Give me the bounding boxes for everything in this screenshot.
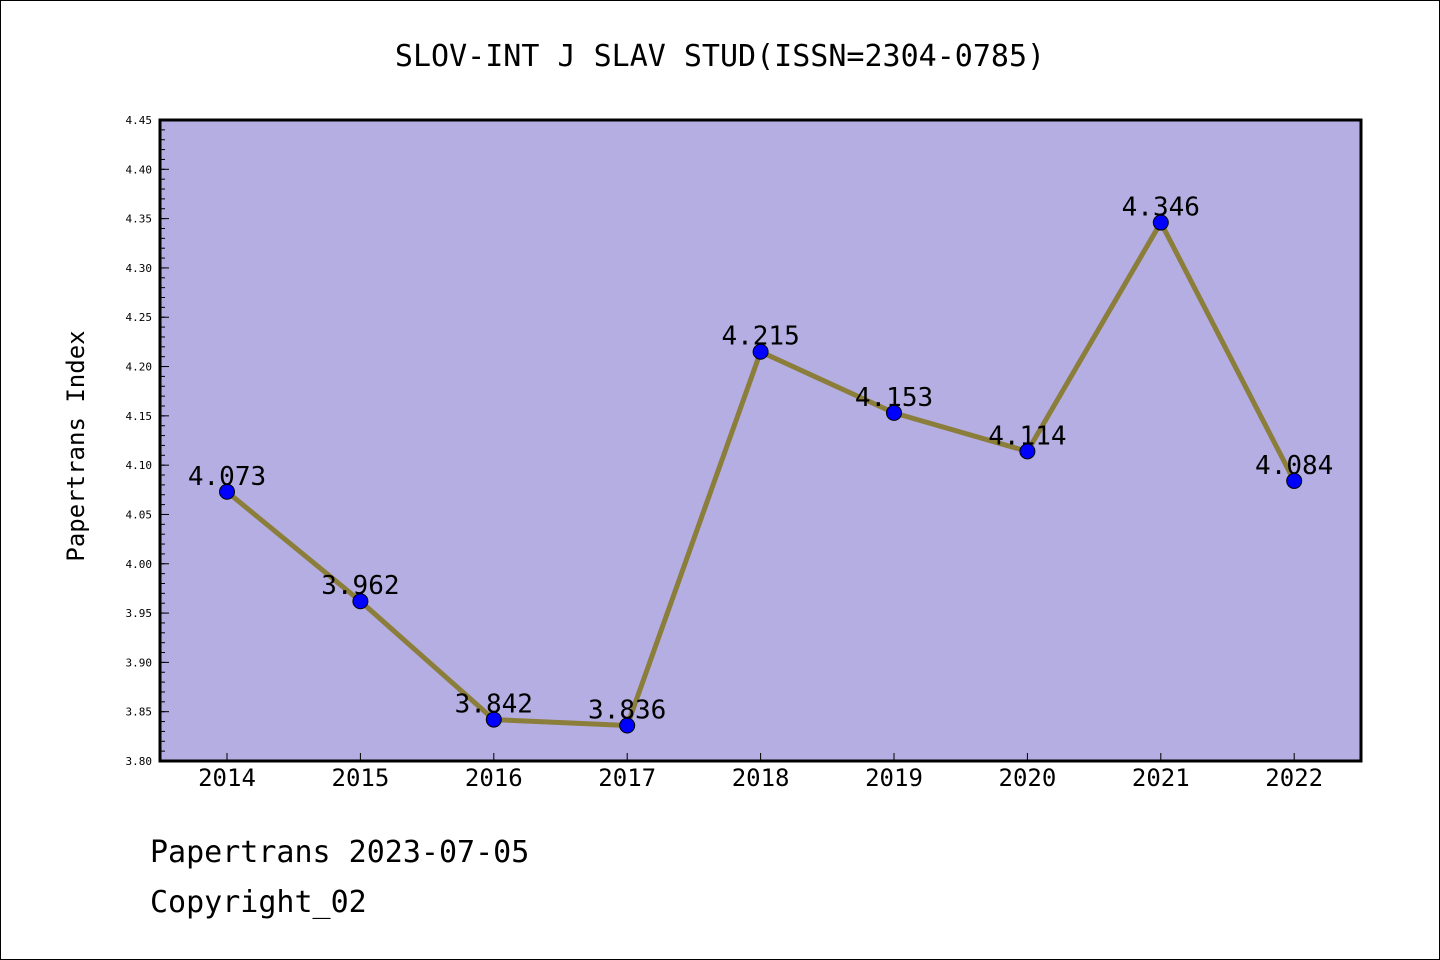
data-point xyxy=(1286,472,1303,489)
y-tick-label: 4.25 xyxy=(126,311,153,324)
x-tick-label: 2021 xyxy=(1132,764,1190,792)
y-tick-label: 3.90 xyxy=(126,656,153,669)
x-tick-label: 2017 xyxy=(598,764,656,792)
y-tick-label: 3.95 xyxy=(126,607,153,620)
data-label: 4.114 xyxy=(988,421,1066,451)
x-tick-label: 2018 xyxy=(732,764,790,792)
y-axis-label: Papertrans Index xyxy=(62,330,90,561)
data-label: 4.346 xyxy=(1122,193,1200,223)
y-tick-label: 4.40 xyxy=(126,163,153,176)
data-point xyxy=(752,343,769,360)
y-tick-label: 4.35 xyxy=(126,213,153,226)
y-tick-label: 4.10 xyxy=(126,459,153,472)
x-tick-label: 2022 xyxy=(1265,764,1323,792)
data-point xyxy=(485,711,502,728)
footer-date: Papertrans 2023-07-05 xyxy=(150,835,530,870)
y-tick-label: 4.30 xyxy=(126,262,153,275)
y-tick-label: 4.45 xyxy=(126,114,153,127)
y-tick-label: 4.00 xyxy=(126,558,153,571)
x-tick-label: 2014 xyxy=(198,764,256,792)
markers xyxy=(219,214,1303,734)
data-point xyxy=(219,483,235,500)
chart-title: SLOV-INT J SLAV STUD(ISSN=2304-0785) xyxy=(395,39,1045,74)
x-tick-label: 2020 xyxy=(999,764,1057,792)
x-tick-label: 2016 xyxy=(465,764,523,792)
x-tick-label: 2019 xyxy=(865,764,923,792)
data-label: 3.962 xyxy=(321,571,399,601)
y-tick-label: 4.15 xyxy=(126,410,153,423)
data-label: 3.836 xyxy=(588,695,666,725)
y-tick-label: 4.20 xyxy=(126,361,153,374)
x-tick-label: 2015 xyxy=(332,764,390,792)
x-axis: 2014 2015 2016 2017 2018 2019 2020 2021 2022 xyxy=(198,753,1323,792)
data-point xyxy=(619,717,636,734)
data-label: 3.842 xyxy=(455,690,533,720)
data-point xyxy=(886,404,902,421)
data-label: 4.215 xyxy=(721,322,799,352)
footer-copyright: Copyright_02 xyxy=(150,885,367,920)
data-point xyxy=(352,593,369,610)
y-tick-label: 3.85 xyxy=(126,706,153,719)
data-point xyxy=(1019,443,1036,460)
data-point xyxy=(1152,214,1169,231)
y-axis: 3.80 3.85 3.90 3.95 4.00 4.05 4.10 4.15 4.20 4.25… xyxy=(126,114,169,768)
y-tick-label: 4.05 xyxy=(126,508,153,521)
data-label: 4.073 xyxy=(188,462,266,492)
y-tick-label: 3.80 xyxy=(126,755,153,768)
data-label: 4.153 xyxy=(855,383,933,413)
data-labels: 4.073 3.962 3.842 3.836 4.215 4.153 4.114 4.346… xyxy=(188,193,1333,726)
data-label: 4.084 xyxy=(1255,451,1333,481)
